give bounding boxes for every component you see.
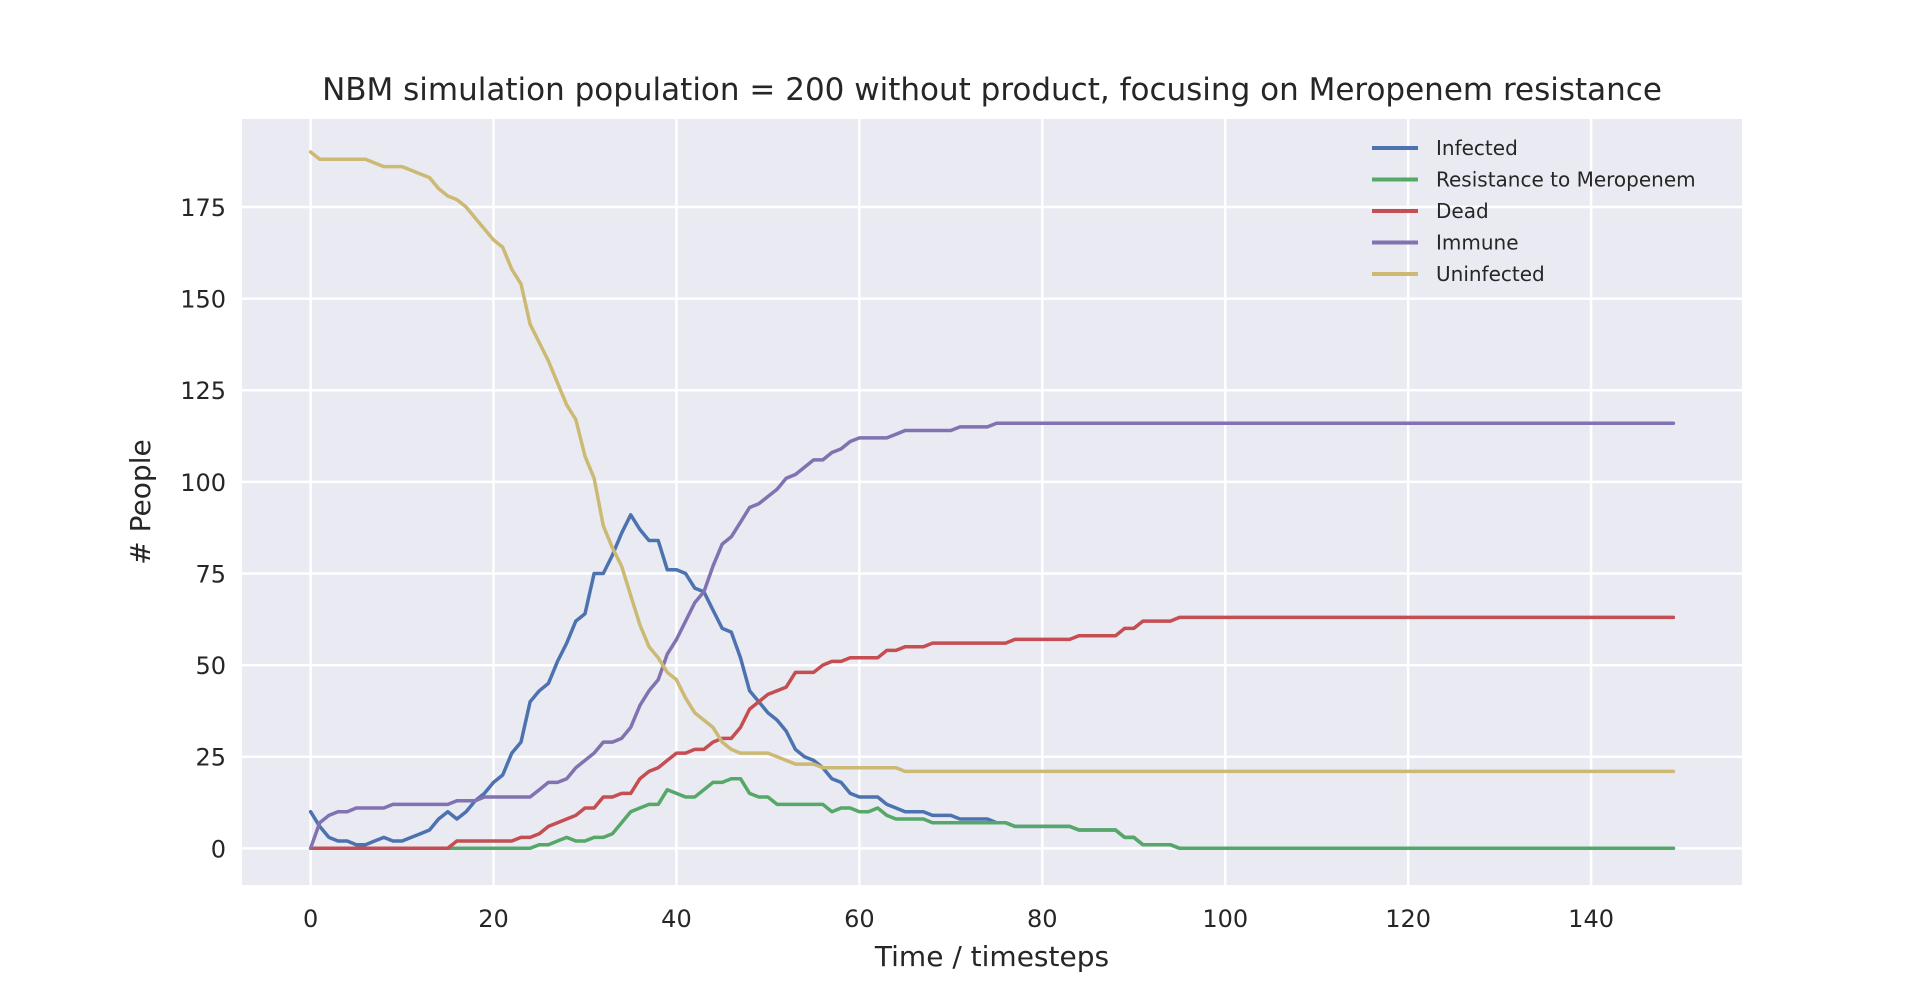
legend-label-dead: Dead	[1436, 199, 1489, 223]
series-line-resistance-to-meropenem	[308, 776, 1676, 851]
ticks: 0 20 40 60 80 100 120 140 0 25 50 75 100 125 150 175	[180, 194, 1614, 933]
x-axis-label: Time / timesteps	[874, 940, 1109, 973]
x-tick-label: 80	[1027, 905, 1058, 933]
x-tick-label: 140	[1568, 905, 1614, 933]
x-tick-label: 120	[1385, 905, 1431, 933]
y-tick-label: 125	[180, 377, 226, 405]
y-tick-label: 100	[180, 469, 226, 497]
x-tick-label: 100	[1202, 905, 1248, 933]
chart-title: NBM simulation population = 200 without …	[322, 72, 1662, 108]
legend-label-resistance-to-meropenem: Resistance to Meropenem	[1436, 168, 1696, 192]
legend-label-uninfected: Uninfected	[1436, 262, 1545, 286]
y-tick-label: 75	[195, 560, 226, 588]
series-line-dead	[308, 615, 1676, 851]
series-line-uninfected	[308, 150, 1676, 774]
legend-label-immune: Immune	[1436, 231, 1519, 255]
y-tick-label: 0	[211, 835, 226, 863]
x-tick-label: 0	[303, 905, 318, 933]
x-tick-label: 20	[478, 905, 509, 933]
legend: Infected Resistance to Meropenem Dead Immun…	[1372, 136, 1696, 286]
y-tick-label: 25	[195, 744, 226, 772]
x-tick-label: 40	[661, 905, 692, 933]
y-tick-label: 150	[180, 286, 226, 314]
y-tick-label: 175	[180, 194, 226, 222]
y-tick-label: 50	[195, 652, 226, 680]
series-layer	[308, 150, 1676, 851]
y-axis-label: # People	[124, 439, 157, 564]
x-tick-label: 60	[844, 905, 875, 933]
legend-label-infected: Infected	[1436, 136, 1518, 160]
